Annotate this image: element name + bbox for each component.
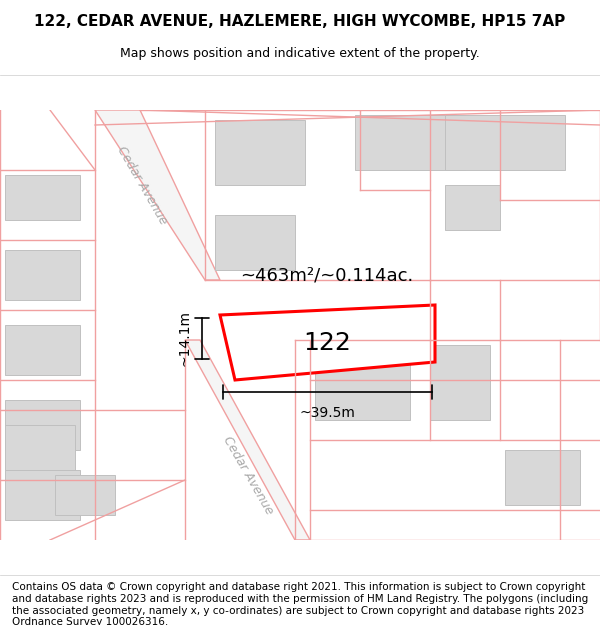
Bar	[430, 345, 490, 420]
Text: ~14.1m: ~14.1m	[178, 311, 192, 366]
Text: ~463m²/~0.114ac.: ~463m²/~0.114ac.	[241, 266, 413, 284]
Bar	[5, 325, 80, 375]
Text: ~39.5m: ~39.5m	[299, 406, 355, 420]
Bar	[505, 450, 580, 505]
Bar	[355, 115, 465, 170]
Bar	[5, 470, 80, 520]
Bar	[5, 400, 80, 450]
Text: Contains OS data © Crown copyright and database right 2021. This information is : Contains OS data © Crown copyright and d…	[12, 582, 588, 625]
Polygon shape	[185, 340, 310, 540]
Bar	[5, 175, 80, 220]
Bar	[215, 215, 295, 270]
Bar	[445, 115, 565, 170]
Bar	[445, 185, 500, 230]
Text: 122: 122	[303, 331, 351, 355]
Bar	[215, 120, 305, 185]
Text: 122, CEDAR AVENUE, HAZLEMERE, HIGH WYCOMBE, HP15 7AP: 122, CEDAR AVENUE, HAZLEMERE, HIGH WYCOM…	[34, 14, 566, 29]
Polygon shape	[95, 110, 220, 280]
Polygon shape	[220, 305, 435, 380]
Bar	[315, 355, 410, 420]
Bar	[5, 425, 75, 470]
Text: Cedar Avenue: Cedar Avenue	[220, 434, 275, 516]
Bar	[5, 250, 80, 300]
Text: Cedar Avenue: Cedar Avenue	[115, 144, 170, 226]
Bar	[55, 475, 115, 515]
Text: Map shows position and indicative extent of the property.: Map shows position and indicative extent…	[120, 48, 480, 61]
